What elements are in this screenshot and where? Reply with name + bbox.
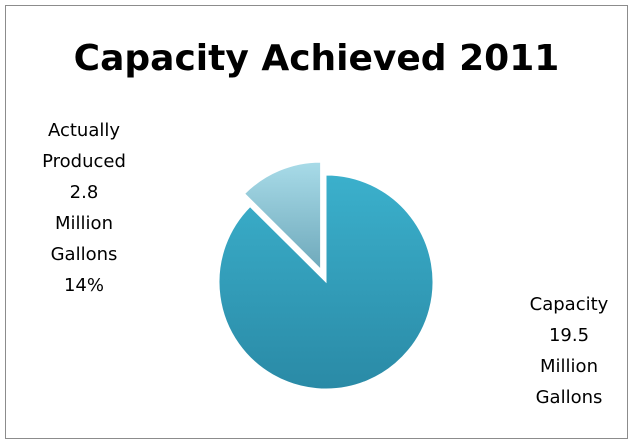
slice-label-actually-produced: Actually Produced 2.8 Million Gallons 14…: [6, 115, 162, 301]
slice-label-line: 19.5: [548, 325, 590, 346]
pie-slice-capacity: [218, 174, 434, 390]
pie-slice-actually-produced: [243, 161, 322, 271]
slice-label-capacity: Capacity 19.5 Million Gallons: [504, 289, 634, 413]
pie-chart: [218, 161, 434, 390]
slice-label-line: Actually: [47, 120, 121, 141]
slice-label-line: 14%: [63, 275, 104, 296]
slice-label-line: Million: [55, 213, 113, 234]
chart-frame: Capacity Achieved 2011 Actually Produced…: [5, 5, 628, 439]
slice-label-line: Gallons: [50, 244, 118, 265]
chart-title: Capacity Achieved 2011: [73, 38, 560, 79]
slice-label-line: 2.8: [69, 182, 99, 203]
slice-label-line: Million: [540, 356, 598, 377]
slice-label-line: Gallons: [535, 387, 603, 408]
slice-label-line: Produced: [42, 151, 126, 172]
slice-label-line: Capacity: [529, 294, 609, 315]
